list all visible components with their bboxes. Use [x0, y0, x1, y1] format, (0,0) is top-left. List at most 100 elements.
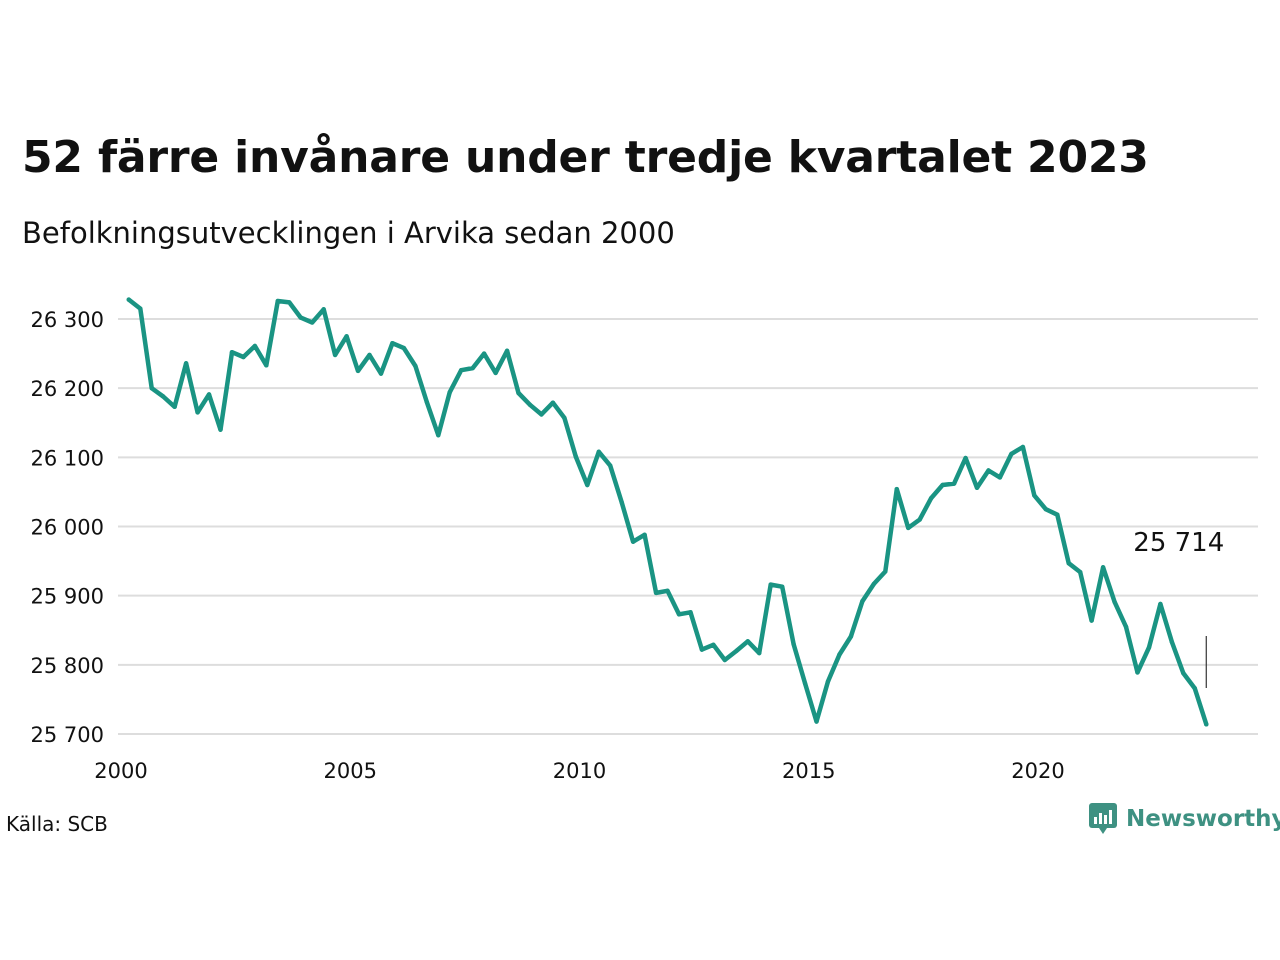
data-point — [688, 610, 693, 615]
data-point — [802, 681, 808, 686]
data-point — [1055, 512, 1060, 517]
y-tick-label: 26 300 — [31, 308, 104, 332]
data-point — [1043, 507, 1048, 512]
data-point — [527, 402, 533, 407]
data-point — [367, 352, 372, 358]
data-point — [470, 365, 475, 371]
data-point — [653, 590, 659, 596]
data-point — [206, 392, 212, 397]
data-point — [298, 315, 303, 320]
data-point — [906, 525, 911, 531]
data-point — [814, 719, 819, 724]
x-tick-label: 2005 — [324, 759, 377, 783]
data-point — [413, 363, 418, 369]
data-point — [447, 390, 452, 395]
data-point — [539, 412, 544, 417]
y-tick-label: 26 100 — [31, 446, 104, 470]
data-point — [837, 652, 842, 657]
y-tick-label: 26 200 — [31, 377, 104, 401]
data-point — [986, 468, 991, 473]
data-point — [309, 320, 315, 325]
data-point — [390, 341, 395, 346]
data-point — [550, 400, 556, 405]
chart-title: 52 färre invånare under tredje kvartalet… — [22, 132, 1149, 183]
data-point — [608, 463, 613, 468]
end-value-label: 25 714 — [1133, 528, 1224, 558]
data-point — [1100, 565, 1106, 570]
series-layer — [126, 297, 1209, 727]
x-tick-label: 2015 — [782, 759, 835, 783]
data-point — [699, 647, 705, 652]
data-point — [1158, 601, 1163, 607]
gridlines — [118, 318, 1258, 735]
data-point — [883, 569, 888, 574]
data-point — [974, 485, 980, 490]
y-axis-tick-labels: 25 700 25 800 25 900 26 000 26 100 26 200 26 3… — [31, 308, 104, 747]
data-point — [825, 679, 831, 684]
data-point — [516, 390, 521, 396]
x-tick-label: 2010 — [553, 759, 606, 783]
data-point — [264, 363, 269, 368]
data-point — [459, 367, 464, 373]
data-point — [1089, 618, 1094, 623]
series-line — [126, 297, 1209, 727]
data-point — [344, 334, 349, 339]
data-point — [275, 298, 281, 304]
data-point — [1077, 569, 1083, 575]
data-point — [997, 475, 1003, 480]
data-point — [126, 297, 131, 302]
data-point — [378, 371, 384, 376]
data-point — [321, 307, 326, 312]
data-point — [1112, 599, 1117, 605]
newsworthy-logo-icon — [1089, 803, 1117, 834]
data-point — [917, 517, 922, 522]
x-tick-label: 2020 — [1011, 759, 1064, 783]
data-point — [1146, 645, 1152, 650]
end-annotation: 25 714 — [1133, 528, 1224, 688]
x-axis-tick-labels: 2000 2005 2010 2015 2020 — [94, 759, 1064, 783]
data-point — [183, 361, 189, 366]
data-point — [871, 581, 877, 587]
x-tick-label: 2000 — [94, 759, 147, 783]
data-point — [252, 343, 258, 349]
data-point — [596, 449, 601, 454]
data-point — [287, 300, 292, 305]
data-point — [1192, 686, 1198, 691]
data-point — [745, 639, 750, 644]
data-point — [757, 650, 762, 656]
data-point — [1123, 624, 1129, 629]
data-point — [481, 351, 487, 356]
data-point — [791, 641, 796, 647]
data-point — [722, 657, 728, 663]
data-point — [401, 345, 407, 351]
data-point — [1181, 670, 1186, 676]
data-point — [1204, 722, 1209, 727]
data-point — [619, 500, 624, 505]
data-point — [1020, 444, 1026, 450]
data-point — [734, 648, 739, 654]
y-tick-label: 25 800 — [31, 654, 104, 678]
brand-name: Newsworthy — [1126, 806, 1280, 832]
data-point — [1032, 493, 1037, 498]
y-tick-label: 25 700 — [31, 723, 104, 747]
data-point — [493, 370, 498, 376]
data-point — [1066, 560, 1071, 566]
data-point — [630, 539, 636, 544]
data-point — [1169, 639, 1175, 645]
newsworthy-brand[interactable]: Newsworthy — [1088, 802, 1280, 836]
data-point — [424, 399, 430, 405]
data-point — [963, 455, 968, 461]
data-point — [573, 454, 579, 459]
data-point — [711, 642, 716, 647]
data-point — [585, 482, 590, 488]
data-point — [229, 350, 235, 355]
data-point — [195, 410, 200, 415]
data-point — [928, 495, 934, 501]
data-point — [504, 348, 510, 354]
data-point — [172, 404, 177, 410]
data-point — [149, 385, 154, 391]
data-point — [138, 306, 143, 311]
data-point — [1135, 670, 1140, 675]
data-point — [768, 582, 773, 587]
